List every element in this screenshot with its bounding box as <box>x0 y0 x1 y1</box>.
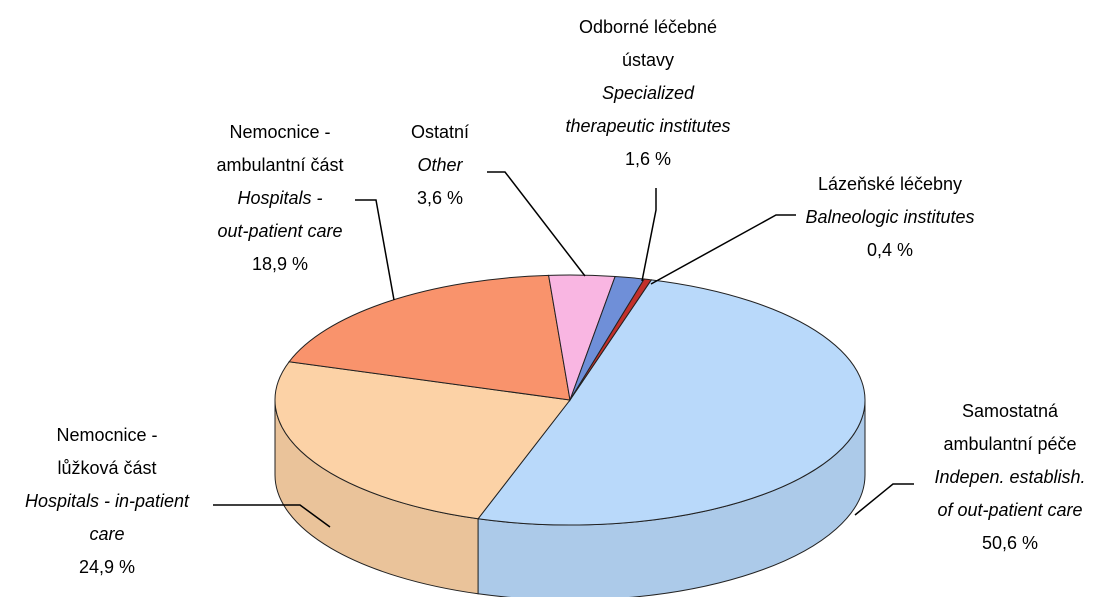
label-en: care <box>89 524 124 544</box>
slice-label: Samostatná ambulantní péče Indepen. establ… <box>934 401 1085 553</box>
label-cz: ambulantní péče <box>943 434 1076 454</box>
value-label: 18,9 % <box>252 254 308 274</box>
leader-line <box>213 504 331 528</box>
leader-line <box>854 483 914 516</box>
value-label: 50,6 % <box>982 533 1038 553</box>
label-cz: Lázeňské léčebny <box>818 174 962 194</box>
label-en: out-patient care <box>217 221 342 241</box>
label-en: therapeutic institutes <box>565 116 730 136</box>
pie-tops <box>274 274 866 526</box>
slice-label: Ostatní Other 3,6 % <box>411 122 469 208</box>
label-en: Indepen. establish. <box>934 467 1085 487</box>
leader-line <box>650 214 796 285</box>
value-label: 24,9 % <box>79 557 135 577</box>
value-label: 1,6 % <box>625 149 671 169</box>
label-cz: lůžková část <box>57 458 156 478</box>
value-label: 0,4 % <box>867 240 913 260</box>
label-en: Balneologic institutes <box>805 207 974 227</box>
label-cz: Nemocnice - <box>56 425 157 445</box>
label-en: Specialized <box>602 83 695 103</box>
label-en: Other <box>417 155 463 175</box>
label-en: of out-patient care <box>937 500 1082 520</box>
slice <box>569 278 653 401</box>
slice-label: Nemocnice - lůžková část Hospitals - in-pa… <box>25 425 190 577</box>
slice-label: Odborné léčebné ústavy Specialized therapeu… <box>565 17 730 169</box>
label-en: Hospitals - <box>237 188 322 208</box>
slice-label: Nemocnice - ambulantní část Hospitals - out… <box>216 122 343 274</box>
label-cz: ústavy <box>622 50 674 70</box>
leader-line <box>355 199 395 301</box>
slice <box>477 279 866 526</box>
leader-lines <box>213 171 914 528</box>
slice <box>274 361 571 520</box>
slice <box>288 274 571 401</box>
label-cz: Odborné léčebné <box>579 17 717 37</box>
label-cz: Samostatná <box>962 401 1059 421</box>
slice-label: Lázeňské léčebny Balneologic institutes 0,… <box>805 174 974 260</box>
leader-line <box>641 188 657 282</box>
label-en: Hospitals - in-patient <box>25 491 190 511</box>
label-cz: ambulantní část <box>216 155 343 175</box>
value-label: 3,6 % <box>417 188 463 208</box>
leader-line <box>487 171 586 277</box>
label-cz: Nemocnice - <box>229 122 330 142</box>
label-cz: Ostatní <box>411 122 469 142</box>
